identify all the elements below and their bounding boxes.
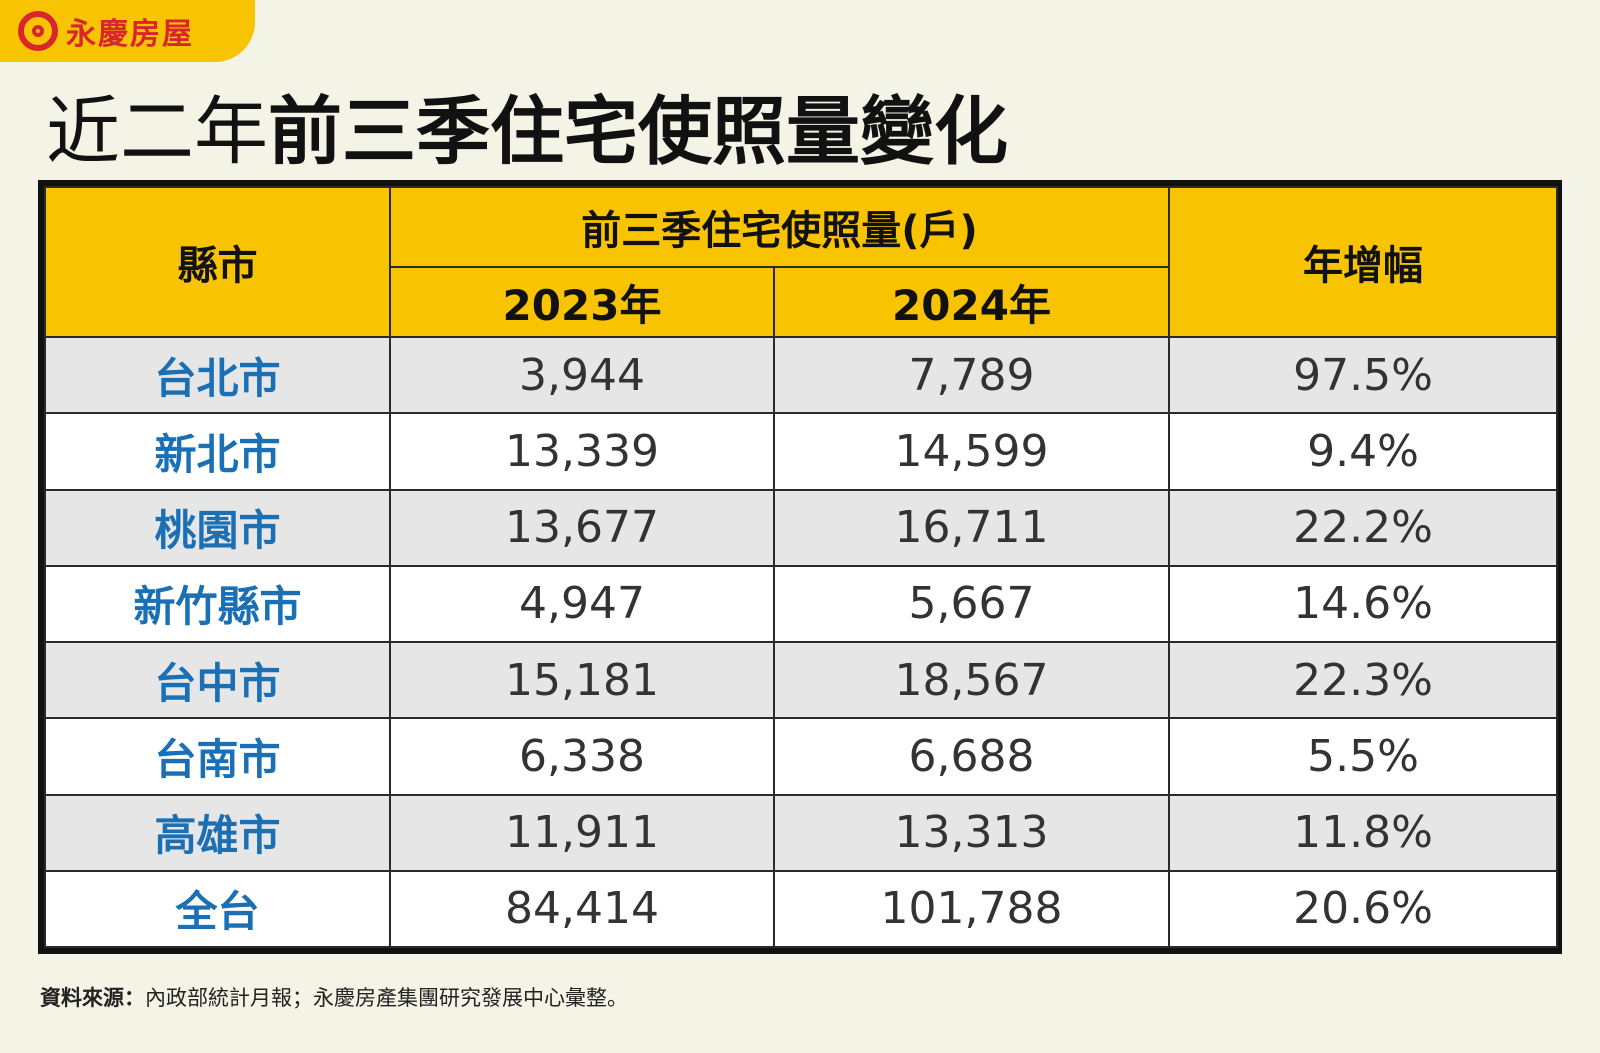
- header-year-2023: 2023年: [389, 266, 775, 338]
- source-text: 內政部統計月報；永慶房產集團研究發展中心彙整。: [145, 986, 628, 1010]
- header-year-2024: 2024年: [773, 266, 1170, 338]
- brand-logo-icon: [18, 11, 58, 51]
- cell-city: 台中市: [44, 640, 391, 720]
- cell-2024: 6,688: [773, 717, 1170, 796]
- header-growth: 年增幅: [1168, 186, 1558, 338]
- cell-city: 新北市: [44, 412, 391, 491]
- table-row: 台中市 15,181 18,567 22.3%: [44, 640, 1558, 720]
- cell-growth: 14.6%: [1168, 564, 1558, 644]
- cell-growth: 9.4%: [1168, 412, 1558, 491]
- brand-logo: 永慶房屋: [0, 0, 255, 62]
- cell-city: 桃園市: [44, 488, 391, 567]
- cell-city: 台南市: [44, 717, 391, 796]
- cell-2024: 101,788: [773, 869, 1170, 949]
- table-row: 台南市 6,338 6,688 5.5%: [44, 717, 1558, 796]
- cell-2023: 13,677: [389, 488, 775, 567]
- source-label: 資料來源：: [40, 986, 145, 1010]
- cell-growth: 22.3%: [1168, 640, 1558, 720]
- cell-city: 全台: [44, 869, 391, 949]
- cell-city: 台北市: [44, 335, 391, 415]
- table-row: 新竹縣市 4,947 5,667 14.6%: [44, 564, 1558, 644]
- header-city: 縣市: [44, 186, 391, 338]
- page-title-bold: 前三季住宅使照量變化: [268, 88, 1008, 175]
- table-row: 全台 84,414 101,788 20.6%: [44, 869, 1558, 949]
- table-row: 高雄市 11,911 13,313 11.8%: [44, 793, 1558, 872]
- table-row: 新北市 13,339 14,599 9.4%: [44, 412, 1558, 491]
- cell-2023: 4,947: [389, 564, 775, 644]
- cell-2024: 16,711: [773, 488, 1170, 567]
- cell-growth: 97.5%: [1168, 335, 1558, 415]
- cell-growth: 20.6%: [1168, 869, 1558, 949]
- cell-city: 高雄市: [44, 793, 391, 872]
- cell-2024: 7,789: [773, 335, 1170, 415]
- cell-city: 新竹縣市: [44, 564, 391, 644]
- data-table: 縣市 前三季住宅使照量(戶) 年增幅 2023年 2024年 台北市 3,944…: [44, 186, 1558, 949]
- cell-growth: 22.2%: [1168, 488, 1558, 567]
- page-title: 近二年 前三季住宅使照量變化: [46, 80, 1008, 175]
- brand-logo-text: 永慶房屋: [66, 17, 194, 52]
- data-table-frame: 縣市 前三季住宅使照量(戶) 年增幅 2023年 2024年 台北市 3,944…: [38, 180, 1562, 954]
- table-row: 台北市 3,944 7,789 97.5%: [44, 335, 1558, 415]
- cell-2023: 84,414: [389, 869, 775, 949]
- cell-growth: 11.8%: [1168, 793, 1558, 872]
- cell-2023: 11,911: [389, 793, 775, 872]
- page-title-light: 近二年: [46, 88, 268, 175]
- cell-2024: 14,599: [773, 412, 1170, 491]
- cell-2024: 18,567: [773, 640, 1170, 720]
- cell-2024: 5,667: [773, 564, 1170, 644]
- cell-2023: 15,181: [389, 640, 775, 720]
- cell-2024: 13,313: [773, 793, 1170, 872]
- source-note: 資料來源：內政部統計月報；永慶房產集團研究發展中心彙整。: [40, 982, 628, 1012]
- cell-2023: 6,338: [389, 717, 775, 796]
- table-row: 桃園市 13,677 16,711 22.2%: [44, 488, 1558, 567]
- header-group: 前三季住宅使照量(戶): [389, 186, 1170, 268]
- cell-growth: 5.5%: [1168, 717, 1558, 796]
- cell-2023: 13,339: [389, 412, 775, 491]
- cell-2023: 3,944: [389, 335, 775, 415]
